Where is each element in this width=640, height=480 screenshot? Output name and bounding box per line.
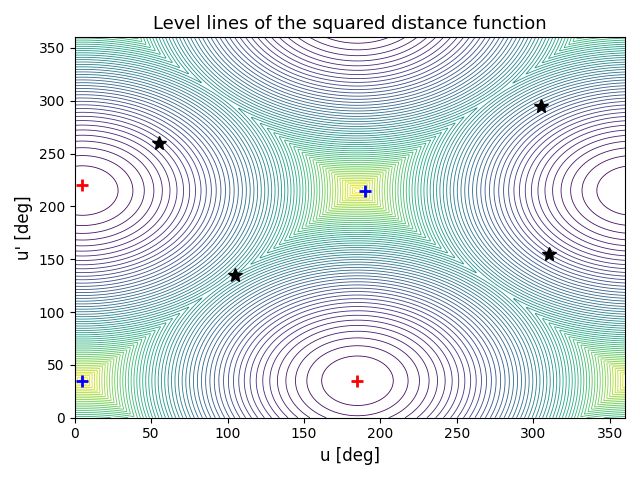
Y-axis label: u' [deg]: u' [deg] [15, 195, 33, 260]
X-axis label: u [deg]: u [deg] [320, 447, 380, 465]
Title: Level lines of the squared distance function: Level lines of the squared distance func… [153, 15, 547, 33]
